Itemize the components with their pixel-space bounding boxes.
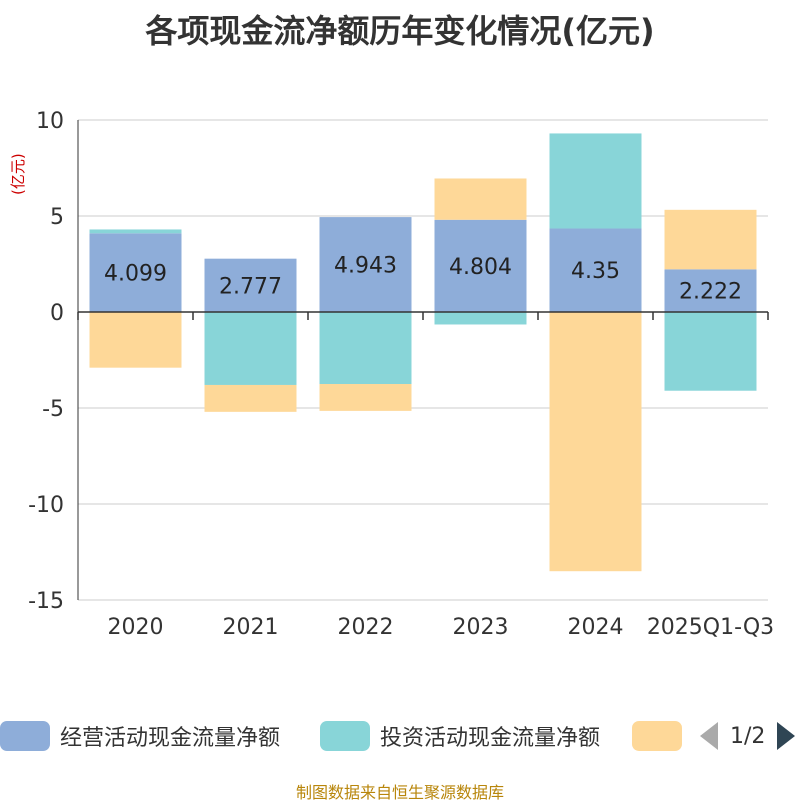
x-tick-label: 2022 xyxy=(338,615,394,640)
bar-s2-2022 xyxy=(319,384,412,411)
bar-s2-2025Q1-Q3 xyxy=(664,209,757,270)
x-tick-label: 2023 xyxy=(453,615,509,640)
bar-s1-2022 xyxy=(319,312,412,384)
legend-swatch-financing xyxy=(632,721,682,751)
bar-s0-2022 xyxy=(319,217,412,312)
bar-s1-2025Q1-Q3 xyxy=(664,312,757,391)
bar-s0-2025Q1-Q3 xyxy=(664,269,757,312)
chart-plot: 10 5 0 -5 -10 -15 4.099 2.777 4.943 4.804 4.35 2.22… xyxy=(28,109,774,640)
bar-s1-2024 xyxy=(549,133,642,229)
bar-data-label: 4.804 xyxy=(449,255,512,280)
legend-next-page-icon[interactable] xyxy=(777,722,796,750)
legend-item-financing[interactable] xyxy=(632,716,682,756)
bar-s0-2023 xyxy=(434,219,527,312)
y-tick-label: 5 xyxy=(50,205,64,230)
legend-prev-page-icon[interactable] xyxy=(700,722,718,750)
y-tick-label: 0 xyxy=(50,301,64,326)
bar-s0-2024 xyxy=(549,228,642,312)
bar-data-label: 4.943 xyxy=(334,254,397,279)
bar-s1-2021 xyxy=(204,312,297,385)
bar-s2-2021 xyxy=(204,384,297,412)
bar-data-label: 2.222 xyxy=(679,280,742,305)
legend-item-investing[interactable]: 投资活动现金流量净额 xyxy=(320,716,600,756)
bar-s2-2024 xyxy=(549,312,642,572)
legend-label-operating: 经营活动现金流量净额 xyxy=(60,726,281,751)
chart-title: 各项现金流净额历年变化情况(亿元) xyxy=(145,12,655,50)
bar-s2-2020 xyxy=(89,312,182,368)
bar-s0-2020 xyxy=(89,233,182,312)
bar-s1-2023 xyxy=(434,312,527,325)
legend-label-investing: 投资活动现金流量净额 xyxy=(380,726,601,751)
bar-data-label: 4.099 xyxy=(104,262,167,287)
bar-data-label: 4.35 xyxy=(571,259,620,284)
bar-data-label: 2.777 xyxy=(219,274,282,299)
legend-page-indicator: 1/2 xyxy=(730,723,766,749)
legend-item-operating[interactable]: 经营活动现金流量净额 xyxy=(0,716,280,756)
legend-pager: 1/2 xyxy=(700,716,796,756)
x-tick-label: 2021 xyxy=(223,615,279,640)
y-tick-label: -10 xyxy=(28,493,64,518)
legend-swatch-investing xyxy=(320,721,370,751)
bar-s0-2021 xyxy=(204,258,297,312)
x-tick-label: 2024 xyxy=(568,615,624,640)
legend-swatch-operating xyxy=(0,721,50,751)
y-tick-label: -5 xyxy=(42,397,64,422)
bar-s1-2020 xyxy=(89,229,182,234)
x-tick-label: 2020 xyxy=(108,615,164,640)
x-tick-label: 2025Q1-Q3 xyxy=(647,615,774,640)
source-note: 制图数据来自恒生聚源数据库 xyxy=(295,783,504,802)
y-tick-label: 10 xyxy=(36,109,64,134)
bar-s2-2023 xyxy=(434,178,527,220)
y-tick-label: -15 xyxy=(28,589,64,614)
